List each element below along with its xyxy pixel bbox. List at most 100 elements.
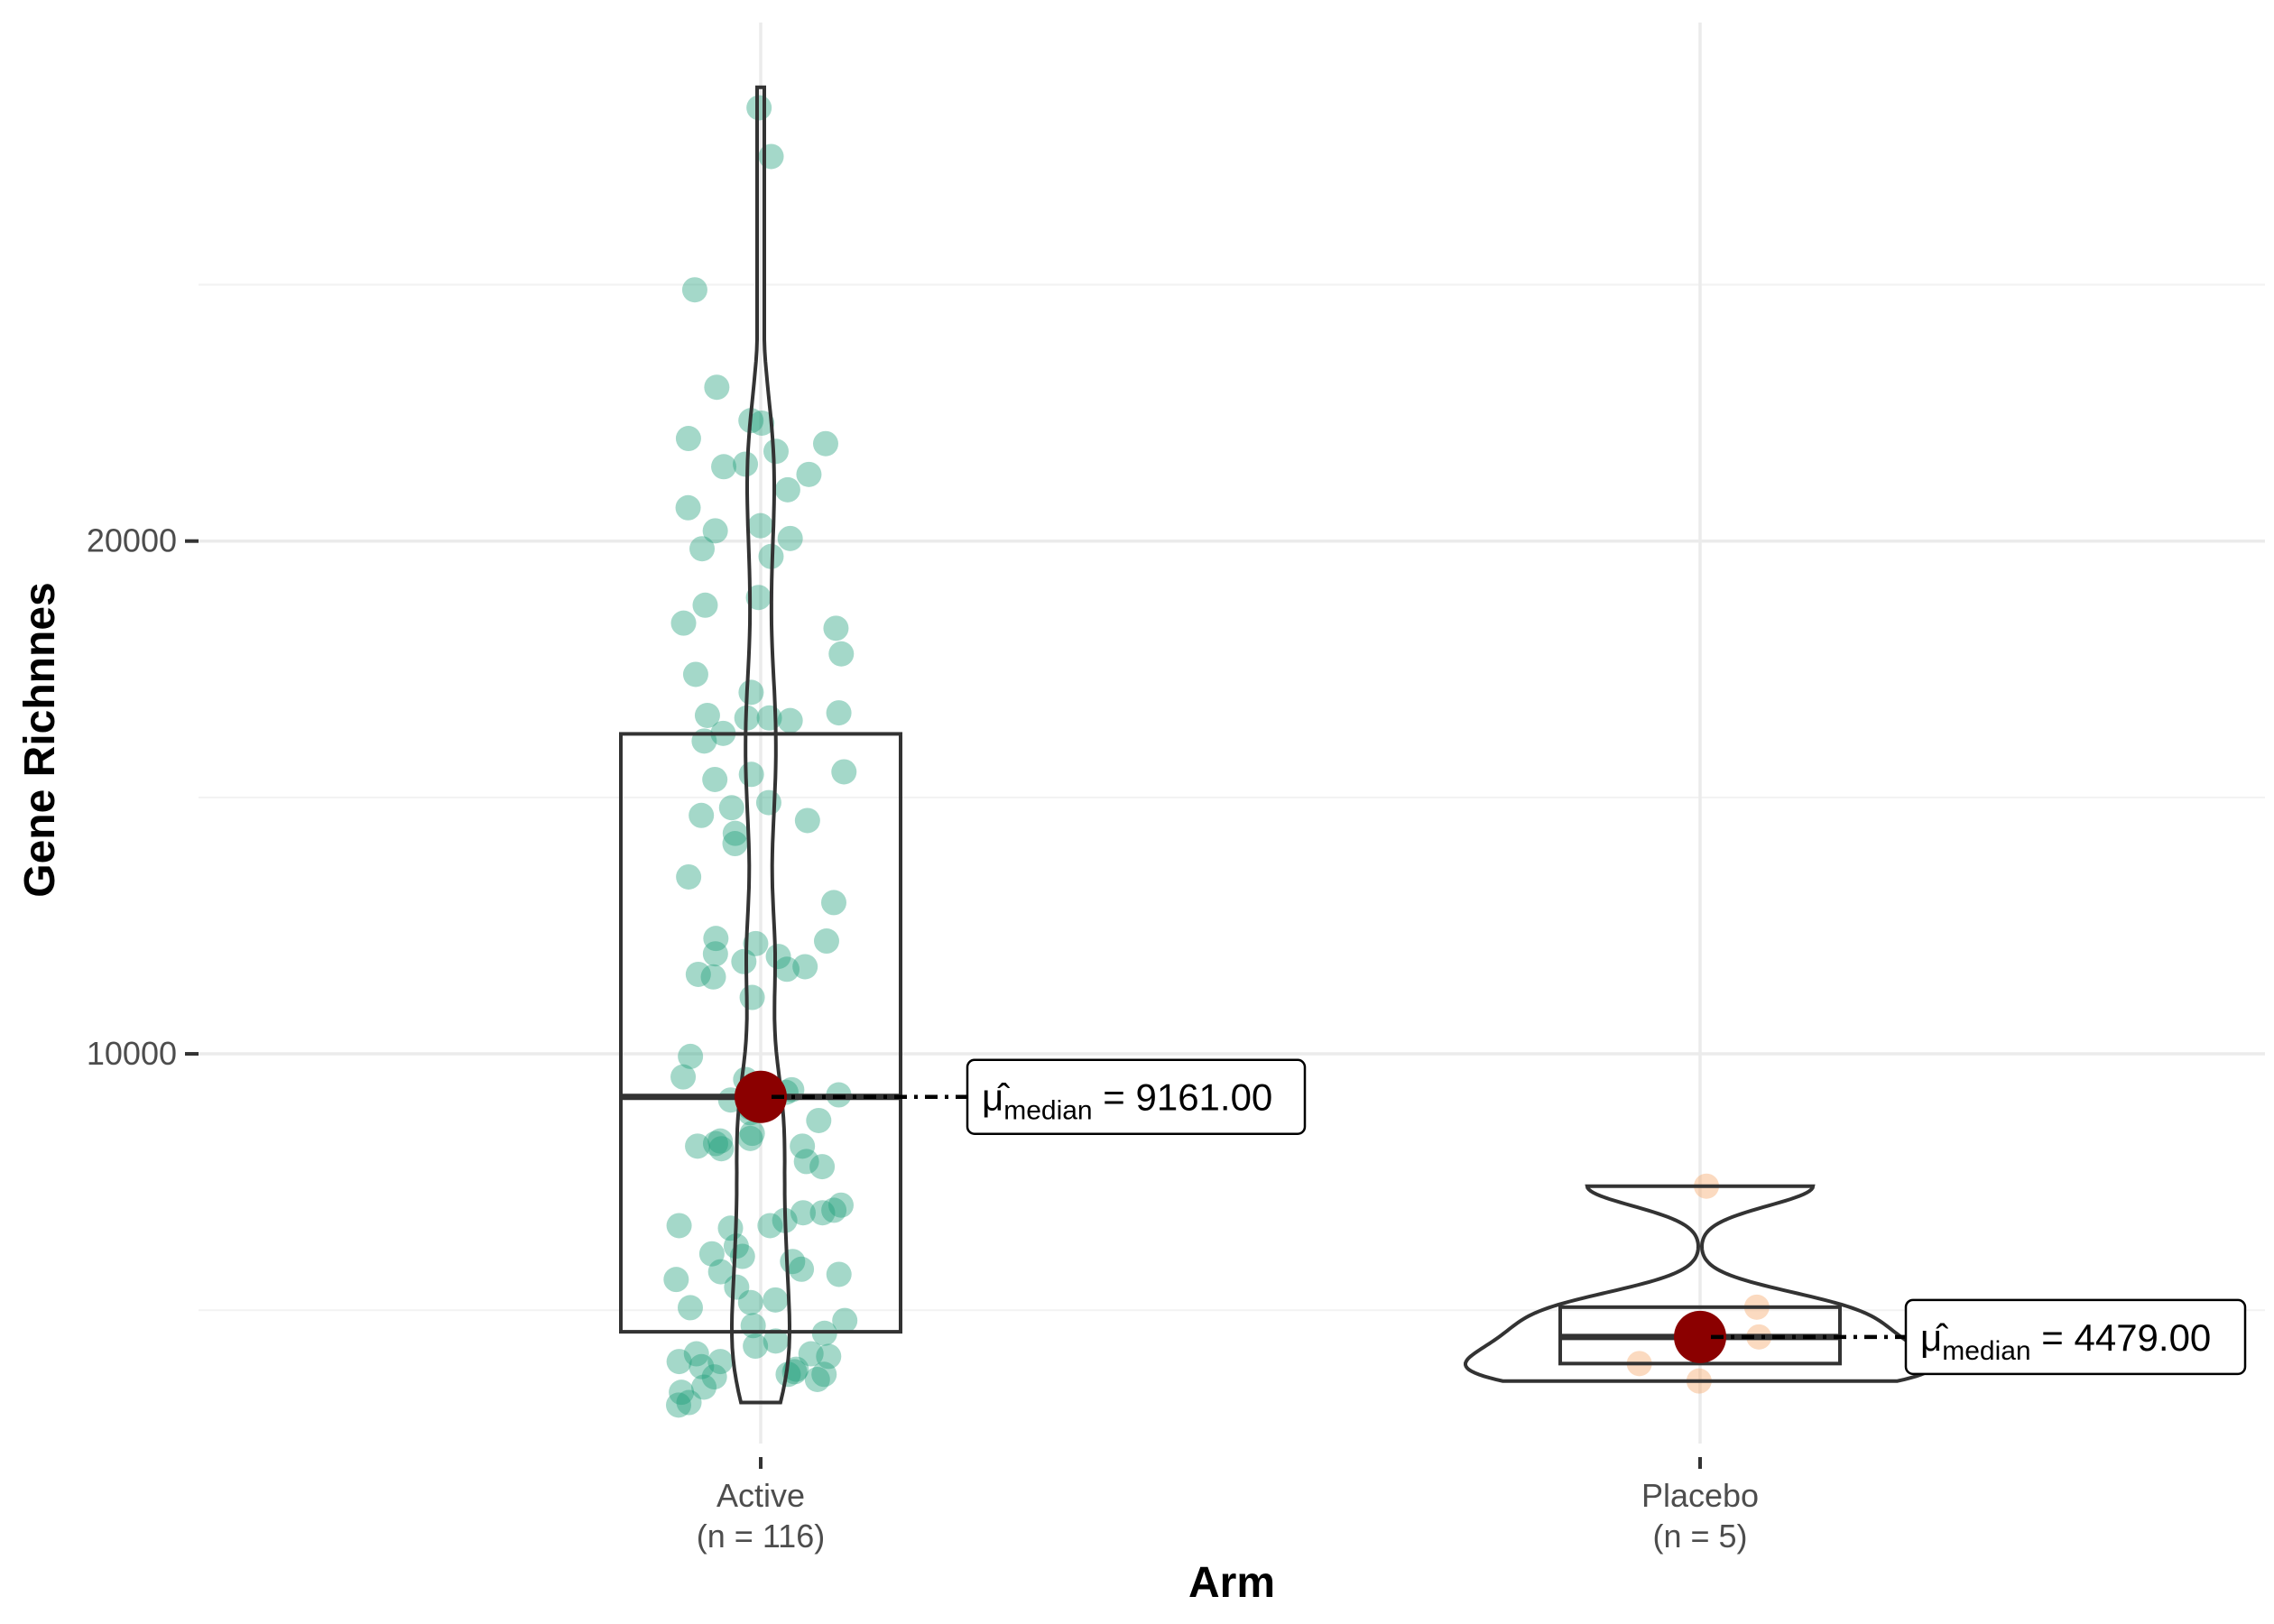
data-point: [774, 956, 800, 983]
data-point: [777, 707, 803, 734]
data-point: [681, 277, 707, 303]
data-point: [755, 789, 781, 816]
data-point: [683, 1341, 709, 1367]
data-point: [711, 454, 737, 480]
data-point: [707, 1349, 734, 1375]
median-label-subscript: median: [1942, 1336, 2030, 1366]
data-point: [676, 863, 702, 890]
data-point: [743, 930, 769, 956]
data-point: [737, 1125, 763, 1151]
data-point: [790, 1133, 816, 1159]
data-point: [809, 1200, 836, 1226]
data-point: [700, 964, 726, 990]
data-point: [745, 585, 772, 611]
violin: [729, 85, 792, 1405]
data-point: [816, 1343, 842, 1370]
median-label-box: [966, 1058, 1307, 1135]
data-point: [743, 1333, 769, 1360]
data-point: [675, 426, 701, 452]
data-point: [689, 802, 715, 828]
data-point: [703, 926, 729, 952]
y-tick-label: 20000: [87, 522, 177, 559]
data-point: [675, 494, 701, 521]
data-point: [749, 410, 775, 436]
x-tick-label: Active: [716, 1477, 805, 1514]
data-point: [813, 928, 839, 955]
data-point: [823, 615, 849, 641]
median-point: [1674, 1310, 1726, 1363]
data-point: [670, 610, 697, 636]
y-axis-title: Gene Richnnes: [16, 582, 64, 897]
data-point: [775, 1361, 801, 1388]
data-point: [739, 984, 765, 1010]
data-point: [733, 451, 759, 477]
data-point: [757, 1213, 783, 1239]
median-label-value: = 4479.00: [2031, 1316, 2212, 1359]
data-point: [702, 1130, 728, 1157]
data-point: [763, 438, 789, 465]
data-point: [746, 95, 772, 121]
data-point: [724, 1274, 750, 1300]
data-point: [663, 1267, 689, 1293]
data-point: [820, 890, 846, 916]
data-point: [758, 143, 784, 170]
data-point: [685, 1133, 711, 1159]
data-point: [763, 1287, 789, 1313]
x-tick-label: Placebo: [1641, 1477, 1759, 1514]
grid-lines: [199, 23, 2265, 1444]
data-point: [826, 700, 852, 726]
data-point: [722, 820, 748, 846]
data-point: [704, 374, 730, 401]
data-point: [737, 1289, 763, 1315]
data-point: [689, 536, 716, 562]
data-point: [677, 1295, 703, 1321]
data-point: [670, 1064, 697, 1090]
data-point: [739, 1121, 765, 1147]
data-point: [665, 1392, 691, 1418]
data-point: [789, 1256, 815, 1282]
data-point: [669, 1379, 695, 1406]
data-point: [828, 641, 855, 667]
data-point: [698, 1241, 725, 1267]
x-tick-n-label: (n = 5): [1652, 1518, 1747, 1555]
data-point: [702, 766, 728, 792]
data-point: [827, 1192, 854, 1218]
y-tick-label: 10000: [87, 1035, 177, 1072]
data-points: [663, 95, 858, 1418]
data-point: [812, 430, 838, 457]
data-point: [747, 512, 773, 539]
data-point: [718, 795, 744, 821]
data-point: [708, 1136, 735, 1162]
data-point: [722, 831, 748, 857]
data-point: [832, 1307, 858, 1333]
data-point: [796, 461, 822, 487]
data-point: [790, 1200, 817, 1226]
data-point: [783, 1356, 809, 1382]
data-point: [702, 941, 728, 967]
data-point: [694, 702, 720, 728]
data-point: [678, 1043, 704, 1069]
data-point: [702, 518, 728, 544]
data-point: [738, 679, 764, 706]
data-point: [676, 1389, 702, 1416]
x-tick-n-label: (n = 116): [697, 1518, 825, 1555]
box: [619, 732, 902, 1334]
data-point: [811, 1361, 837, 1388]
data-point: [809, 1154, 836, 1180]
data-point: [763, 1328, 789, 1354]
median-point: [735, 1070, 787, 1123]
median-label-box: [1904, 1298, 2247, 1376]
data-point: [804, 1366, 830, 1392]
data-point: [806, 1107, 832, 1133]
data-point: [707, 1128, 734, 1154]
median-label-value: = 9161.00: [1093, 1076, 1273, 1119]
data-point: [831, 759, 857, 785]
data-point: [765, 944, 791, 970]
data-point: [794, 807, 820, 834]
data-point: [685, 961, 711, 987]
data-point: [701, 1364, 727, 1390]
